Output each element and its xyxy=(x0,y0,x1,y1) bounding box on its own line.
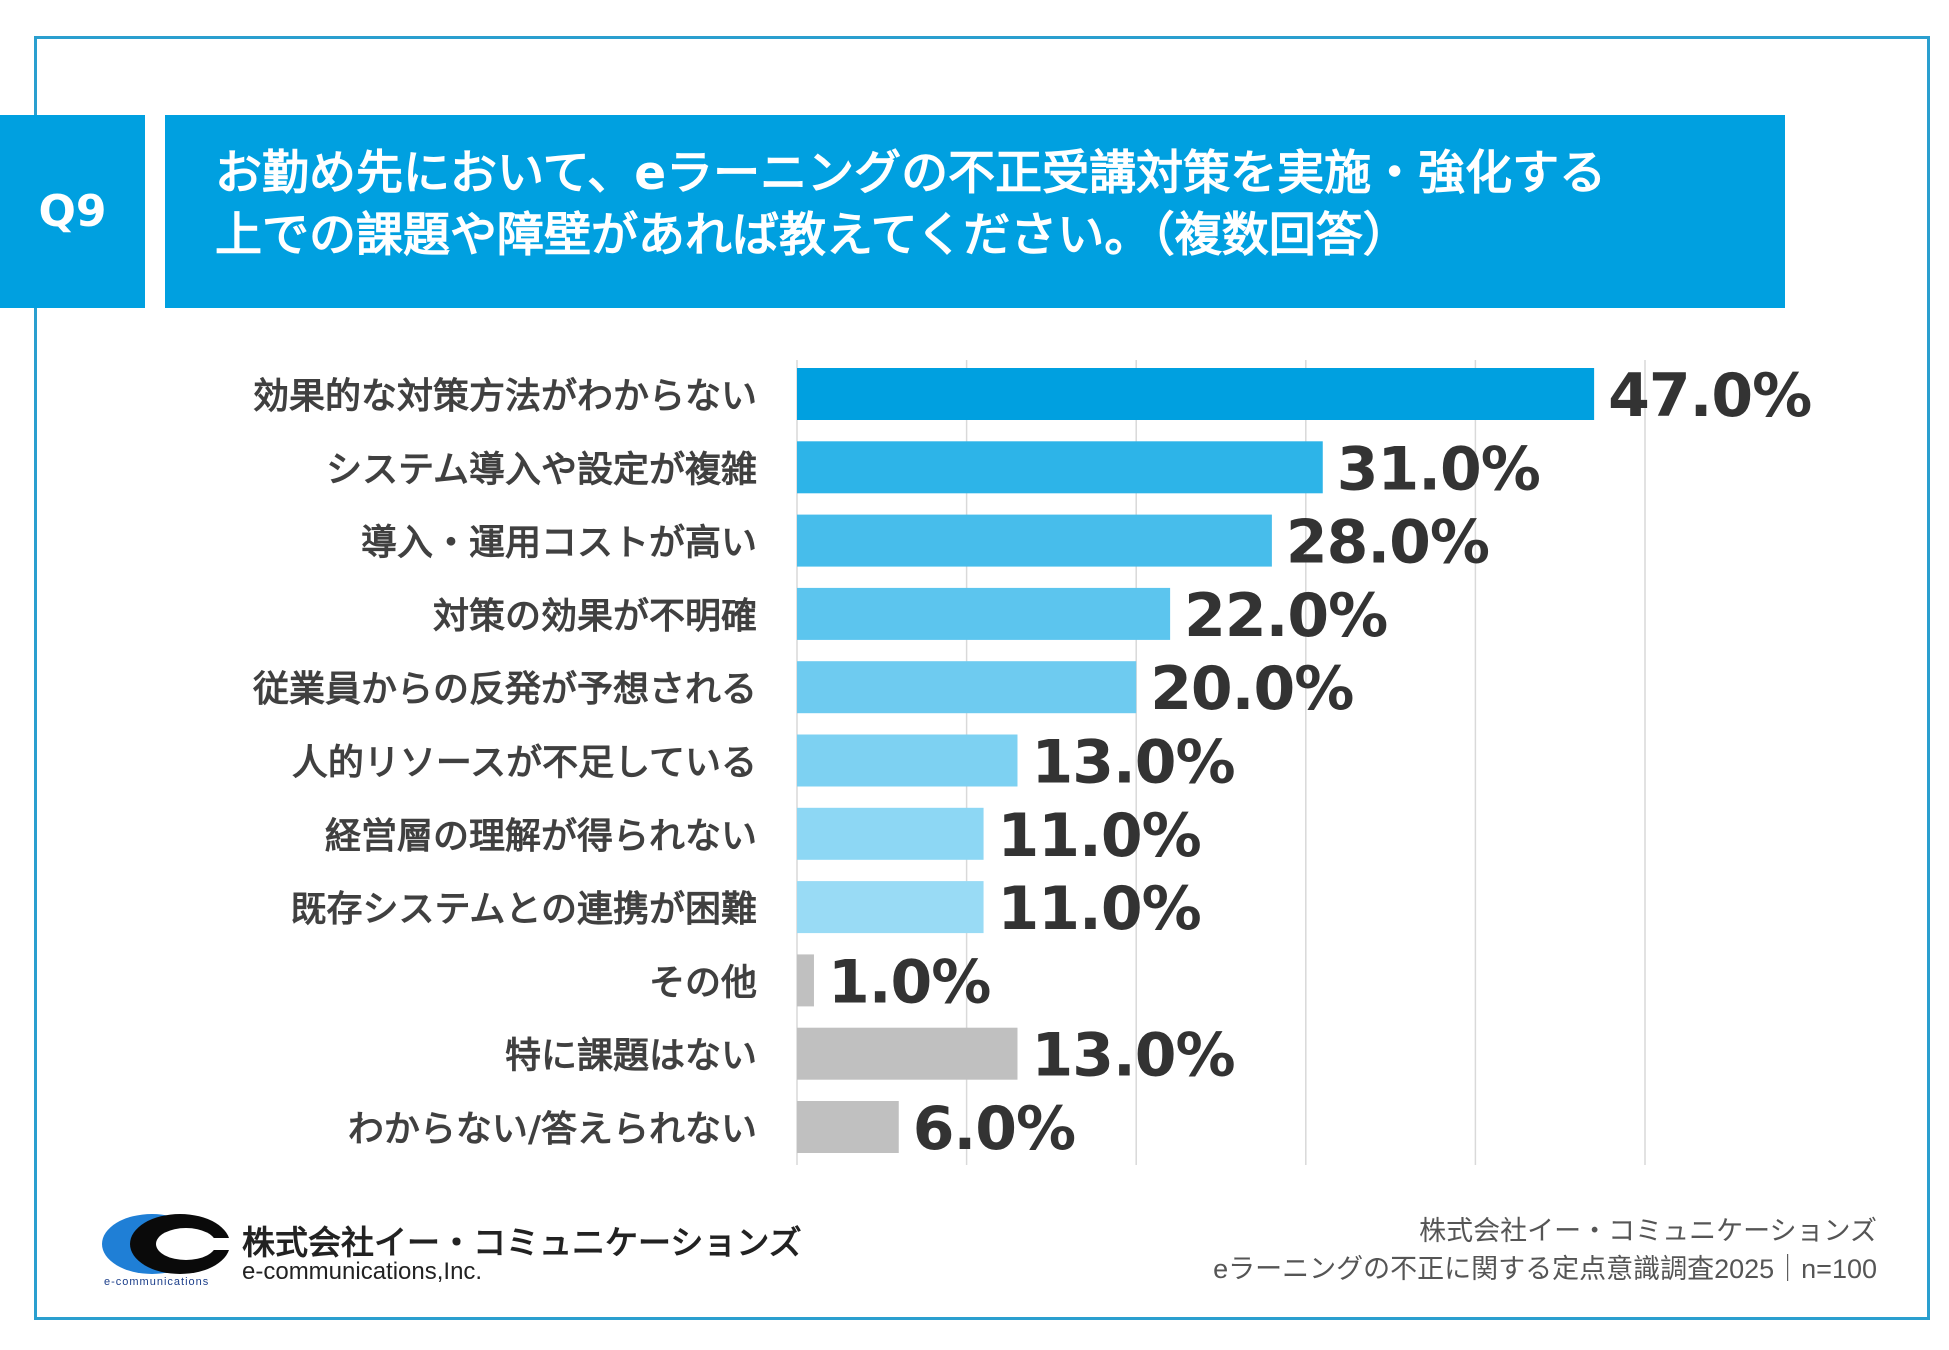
category-label: 導入・運用コストが高い xyxy=(361,523,757,564)
category-label: 既存システムとの連携が困難 xyxy=(290,889,757,930)
logo-small-text: e-communications xyxy=(104,1276,210,1288)
category-label: 特に課題はない xyxy=(505,1036,757,1077)
category-label: わからない/答えられない xyxy=(348,1109,757,1150)
logo-mark-icon xyxy=(102,1214,235,1274)
value-label: 13.0% xyxy=(1031,1021,1234,1091)
question-number: Q9 xyxy=(38,186,107,237)
bar xyxy=(797,807,984,860)
bar xyxy=(797,661,1137,714)
value-label: 6.0% xyxy=(913,1094,1075,1164)
category-label: 効果的な対策方法がわからない xyxy=(253,376,757,417)
value-label: 1.0% xyxy=(828,947,990,1017)
company-logo: 株式会社イー・コミュニケーションズ e-communications,Inc. … xyxy=(100,1212,820,1292)
value-label: 47.0% xyxy=(1608,361,1811,431)
value-label: 20.0% xyxy=(1150,654,1353,724)
bar xyxy=(797,514,1272,567)
question-number-badge: Q9 xyxy=(0,115,145,308)
value-label: 28.0% xyxy=(1286,508,1489,578)
source-company: 株式会社イー・コミュニケーションズ xyxy=(1419,1216,1877,1246)
value-label: 11.0% xyxy=(998,801,1201,871)
bar xyxy=(797,587,1171,640)
value-label: 13.0% xyxy=(1031,728,1234,798)
source-note: 株式会社イー・コミュニケーションズ eラーニングの不正に関する定点意識調査202… xyxy=(1213,1212,1877,1288)
category-label: 人的リソースが不足している xyxy=(292,743,757,784)
value-label: 31.0% xyxy=(1337,434,1540,504)
question-text-line-2: 上での課題や障壁があれば教えてください。（複数回答） xyxy=(215,208,1410,263)
bar xyxy=(797,1027,1018,1080)
category-label: 経営層の理解が得られない xyxy=(325,816,757,857)
logo-company-jp: 株式会社イー・コミュニケーションズ xyxy=(242,1223,802,1262)
outer-frame xyxy=(34,36,1930,1320)
category-label: 従業員からの反発が予想される xyxy=(252,669,757,710)
bar xyxy=(797,734,1018,787)
category-label: システム導入や設定が複雑 xyxy=(326,449,757,490)
question-text-line-1: お勤め先において、eラーニングの不正受講対策を実施・強化する xyxy=(215,146,1607,201)
value-label: 22.0% xyxy=(1184,581,1387,651)
source-survey: eラーニングの不正に関する定点意識調査2025｜n=100 xyxy=(1213,1254,1877,1284)
category-label: その他 xyxy=(649,962,757,1003)
value-label: 11.0% xyxy=(998,874,1201,944)
bar xyxy=(797,954,814,1007)
category-label: 対策の効果が不明確 xyxy=(433,596,757,637)
bar xyxy=(797,441,1323,494)
bar xyxy=(797,881,984,934)
question-banner: お勤め先において、eラーニングの不正受講対策を実施・強化する 上での課題や障壁が… xyxy=(165,115,1785,308)
bar xyxy=(797,1101,899,1153)
bar xyxy=(797,368,1595,420)
logo-company-en: e-communications,Inc. xyxy=(242,1258,483,1285)
